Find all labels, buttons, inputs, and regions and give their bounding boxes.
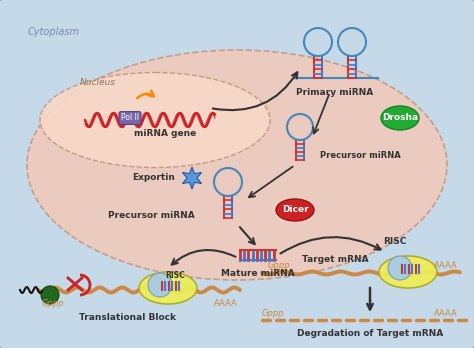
Text: Translational Block: Translational Block: [80, 314, 176, 323]
Text: AAAA: AAAA: [434, 308, 458, 317]
Text: Mature miRNA: Mature miRNA: [221, 269, 295, 278]
Text: Degradation of Target mRNA: Degradation of Target mRNA: [297, 329, 443, 338]
Text: Precursor miRNA: Precursor miRNA: [108, 211, 195, 220]
Ellipse shape: [381, 106, 419, 130]
Ellipse shape: [379, 256, 437, 288]
Text: Exportin: Exportin: [132, 174, 175, 182]
Circle shape: [148, 273, 172, 297]
Text: Gppp: Gppp: [42, 299, 64, 308]
Text: AAAA: AAAA: [434, 261, 458, 269]
Text: Cytoplasm: Cytoplasm: [28, 27, 80, 37]
Text: Gppp: Gppp: [268, 261, 291, 269]
Ellipse shape: [276, 199, 314, 221]
Text: Dicer: Dicer: [282, 206, 308, 214]
Ellipse shape: [27, 50, 447, 280]
Text: Pol II: Pol II: [121, 113, 139, 122]
Text: RISC: RISC: [383, 237, 407, 246]
Circle shape: [41, 286, 59, 304]
Polygon shape: [182, 167, 201, 189]
Ellipse shape: [40, 72, 270, 167]
Text: Precursor miRNA: Precursor miRNA: [320, 150, 401, 159]
Text: Nucleus: Nucleus: [80, 78, 116, 87]
Text: AAAA: AAAA: [214, 299, 238, 308]
Text: Gppp: Gppp: [262, 308, 284, 317]
Text: Drosha: Drosha: [382, 113, 418, 122]
Circle shape: [388, 256, 412, 280]
Text: miRNA gene: miRNA gene: [134, 128, 196, 137]
Text: Target mRNA: Target mRNA: [301, 255, 368, 264]
Text: RISC: RISC: [165, 271, 185, 280]
Ellipse shape: [139, 272, 197, 304]
Text: Primary miRNA: Primary miRNA: [296, 88, 374, 97]
